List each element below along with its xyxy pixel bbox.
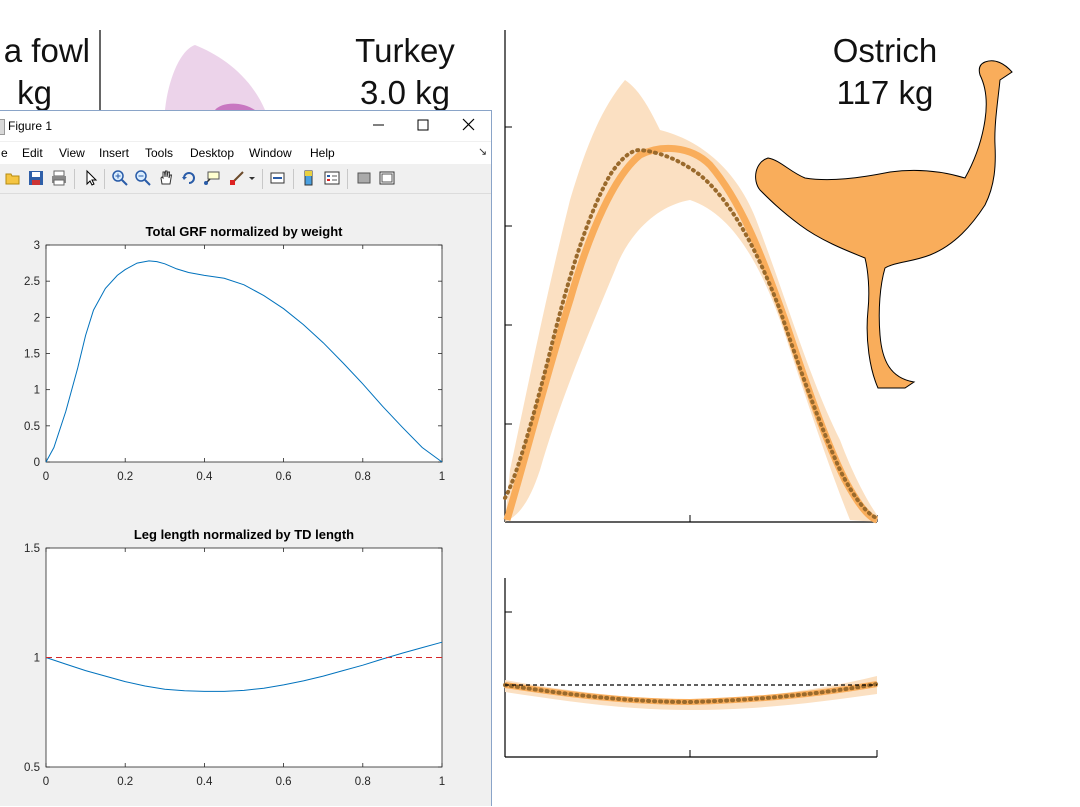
x-tick-label: 0 <box>43 471 49 483</box>
y-tick-label: 1.5 <box>24 349 40 361</box>
insert-colorbar-icon[interactable] <box>300 169 318 187</box>
zoom-in-icon[interactable] <box>111 169 129 187</box>
menu-view[interactable]: View <box>59 146 85 160</box>
x-tick-label: 0.6 <box>276 471 292 483</box>
menu-insert[interactable]: Insert <box>99 146 130 160</box>
x-tick-label: 0.2 <box>117 776 133 788</box>
brush-icon[interactable] <box>228 169 246 187</box>
menu-window[interactable]: Window <box>249 146 292 160</box>
axes-leg-length[interactable]: Leg length normalized by TD length 0.5 1 1… <box>24 527 445 788</box>
turkey-grf-core <box>215 103 255 110</box>
pointer-icon[interactable] <box>82 169 100 187</box>
ostrich-grf-band <box>505 80 877 522</box>
maximize-button[interactable] <box>412 115 434 135</box>
x-tick-label: 0.4 <box>196 471 213 483</box>
menu-collapse-icon[interactable]: ↘ <box>478 146 488 158</box>
ostrich-leg-band <box>505 676 877 710</box>
ostrich-silhouette <box>755 60 1013 389</box>
ostrich-grf-dots <box>503 147 879 520</box>
y-tick-label: 0.5 <box>24 762 40 774</box>
x-tick-label: 0.6 <box>276 776 292 788</box>
open-folder-icon[interactable] <box>4 169 22 187</box>
close-button[interactable] <box>458 115 480 135</box>
title-bar[interactable]: Figure 1 <box>0 111 491 141</box>
y-tick-label: 1.5 <box>24 543 40 555</box>
x-tick-label: 1 <box>439 776 445 788</box>
x-tick-label: 0.8 <box>355 471 371 483</box>
zoom-out-icon[interactable] <box>134 169 152 187</box>
ostrich-label: Ostrich 117 kg <box>832 32 938 111</box>
x-tick-label: 0 <box>43 776 49 788</box>
menu-desktop[interactable]: Desktop <box>190 146 235 160</box>
x-tick-label: 1 <box>439 471 445 483</box>
link-plot-icon[interactable] <box>269 169 287 187</box>
menu-bar: e Edit View Insert Tools Desktop Window … <box>0 142 491 164</box>
figure-window: Figure 1 e Edit View Insert Tools Deskto… <box>0 110 492 806</box>
data-cursor-icon[interactable] <box>203 169 221 187</box>
axes-leg-title: Leg length normalized by TD length <box>134 527 354 542</box>
series-line[interactable] <box>45 260 443 463</box>
x-tick-label: 0.2 <box>117 471 133 483</box>
menu-help[interactable]: Help <box>310 146 335 160</box>
menu-edit[interactable]: Edit <box>22 146 43 160</box>
pan-hand-icon[interactable] <box>157 169 175 187</box>
save-icon[interactable] <box>27 169 45 187</box>
figure-toolbar <box>0 165 491 194</box>
matlab-figure-icon <box>0 119 5 135</box>
y-tick-label: 3 <box>34 240 40 252</box>
rotate-3d-icon[interactable] <box>180 169 198 187</box>
series-line[interactable] <box>45 641 443 692</box>
x-tick-label: 0.8 <box>355 776 371 788</box>
x-tick-label: 0.4 <box>196 776 213 788</box>
axes-grf-title: Total GRF normalized by weight <box>146 224 344 239</box>
turkey-grf-band <box>165 45 265 110</box>
menu-tools[interactable]: Tools <box>145 146 174 160</box>
y-tick-label: 2.5 <box>24 276 40 288</box>
turkey-label: Turkey 3.0 kg <box>355 32 455 111</box>
y-tick-label: 0.5 <box>24 421 40 433</box>
guinea-fowl-label: a fowl kg <box>3 32 90 111</box>
menu-file[interactable]: e <box>1 146 8 160</box>
y-tick-label: 1 <box>34 385 40 397</box>
y-tick-label: 0 <box>34 457 40 469</box>
window-title: Figure 1 <box>8 119 53 133</box>
hide-plot-tools-icon[interactable] <box>355 169 373 187</box>
ostrich-leg-dots <box>503 682 879 705</box>
axes-grf[interactable]: Total GRF normalized by weight 0 0.5 1 1.5 2… <box>24 224 445 483</box>
brush-dropdown-icon[interactable] <box>247 169 257 187</box>
print-icon[interactable] <box>50 169 68 187</box>
figure-canvas: Total GRF normalized by weight 00.511.52… <box>24 224 445 788</box>
show-plot-tools-icon[interactable] <box>378 169 396 187</box>
y-tick-label: 1 <box>34 653 40 665</box>
insert-legend-icon[interactable] <box>323 169 341 187</box>
minimize-button[interactable] <box>368 115 390 135</box>
y-tick-label: 2 <box>34 312 40 324</box>
